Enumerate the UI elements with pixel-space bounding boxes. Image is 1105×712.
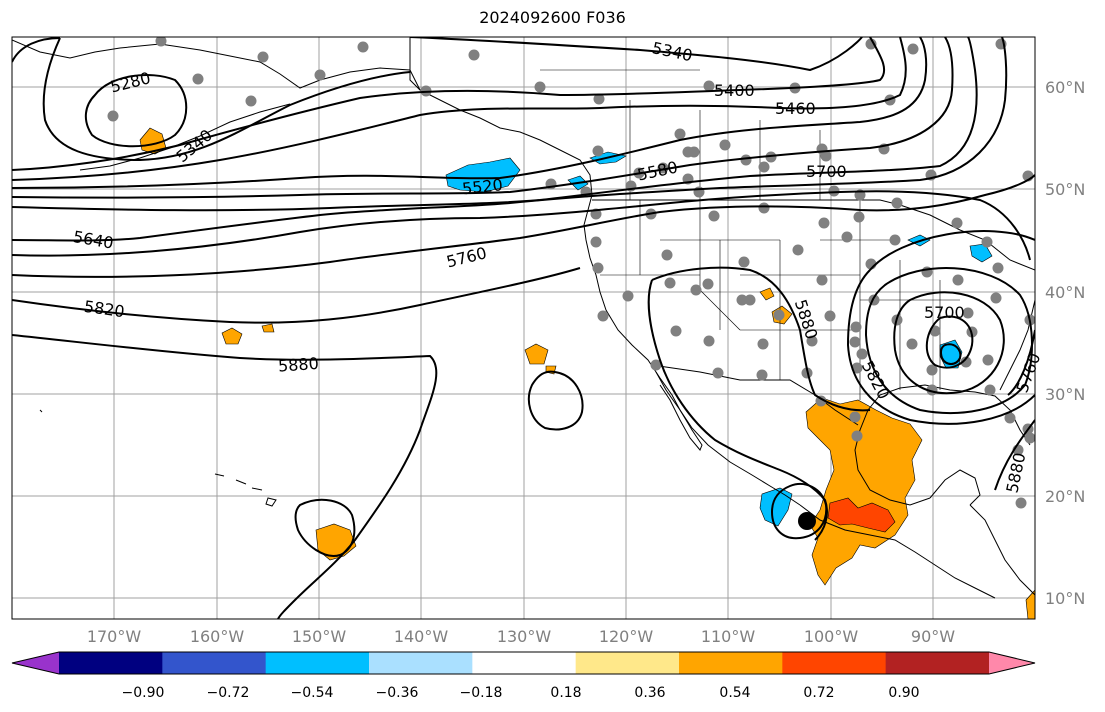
- colorbar-outline: [11, 651, 1036, 675]
- contour-label: 5400: [714, 81, 755, 100]
- contour-low-se-4: [846, 230, 1035, 425]
- contour-5880-small: [527, 370, 584, 431]
- colorbar-segment: [369, 652, 473, 674]
- contour-low-mex-small: [940, 343, 962, 365]
- shade-blue-mexico: [759, 487, 793, 527]
- shade-blue-gulfalaska: [445, 157, 521, 193]
- lat-tick-label: 50°N: [1045, 180, 1085, 199]
- contour-5880-hawaii: [294, 498, 356, 557]
- contour-5520: [12, 37, 928, 189]
- contour-5820: [12, 267, 581, 324]
- shade-orange-mexico: [805, 397, 923, 586]
- contour-5340-north: [409, 37, 863, 72]
- coast-mexico-south: [799, 504, 996, 599]
- coast-aleutian: [79, 103, 291, 171]
- anomaly-shading: [139, 127, 1035, 619]
- colorbar-tick-label: −0.54: [291, 685, 334, 701]
- lon-tick-label: 130°W: [497, 627, 552, 646]
- contour-5640-a: [12, 37, 978, 212]
- contour-label: 5700: [806, 162, 847, 181]
- contour-5640-b: [12, 37, 1008, 242]
- colorbar-extend-high: [989, 652, 1035, 674]
- colorbar-tick-label: 0.90: [888, 685, 919, 701]
- coast-baja: [655, 371, 703, 451]
- coast-yucatan: [929, 469, 981, 506]
- colorbar-tick-label: 0.72: [803, 685, 834, 701]
- lon-tick-label: 100°W: [804, 627, 859, 646]
- lat-tick-label: 20°N: [1045, 487, 1085, 506]
- colorbar-tick-label: −0.90: [122, 685, 165, 701]
- lat-tick-label: 10°N: [1045, 589, 1085, 608]
- colorbar-segment: [59, 652, 163, 674]
- lon-tick-label: 140°W: [394, 627, 449, 646]
- lat-tick-label: 30°N: [1045, 385, 1085, 404]
- lon-tick-label: 120°W: [599, 627, 654, 646]
- colorbar-segment: [575, 652, 680, 674]
- map-frame: [11, 36, 1036, 620]
- shade-red-mexico: [827, 497, 896, 533]
- lat-tick-label: 40°N: [1045, 283, 1085, 302]
- contour-5400: [12, 37, 886, 171]
- colorbar-segment: [679, 652, 783, 674]
- lat-tick-label: 60°N: [1045, 78, 1085, 97]
- contour-5460: [12, 37, 907, 181]
- border-alaska-canada: [409, 37, 421, 91]
- colorbar-segment: [265, 652, 370, 674]
- colorbar-tick-label: 0.18: [550, 685, 581, 701]
- coast-westcoast: [583, 194, 801, 506]
- colorbar-segment: [472, 652, 577, 674]
- hawaii-islands: [39, 409, 277, 507]
- contour-low-se-3: [864, 267, 1033, 414]
- contour-5880-mexlow: [770, 483, 828, 540]
- colorbar-segment: [885, 652, 990, 674]
- lon-tick-label: 170°W: [87, 627, 142, 646]
- contour-5760-east: [1007, 329, 1035, 396]
- colorbar-labels: −0.90 −0.72 −0.54 −0.36 −0.18 0.18 0.36 …: [122, 685, 920, 701]
- contour-5880-east: [994, 419, 1035, 491]
- lon-tick-label: 150°W: [292, 627, 347, 646]
- height-contours: [12, 37, 1035, 619]
- shade-orange-edge: [1025, 589, 1035, 619]
- contour-5280: [84, 74, 188, 148]
- contour-5760: [12, 174, 1035, 278]
- colorbar-tick-label: 0.36: [634, 685, 665, 701]
- lat-tick-labels: 60°N 50°N 40°N 30°N 20°N 10°N: [1045, 78, 1085, 608]
- contour-5880-high: [651, 266, 871, 412]
- lon-tick-label: 160°W: [190, 627, 245, 646]
- shade-orange-pacific2: [261, 323, 275, 333]
- contour-5580: [12, 37, 954, 199]
- lon-tick-label: 110°W: [701, 627, 756, 646]
- colorbar-extend-low: [12, 652, 59, 674]
- contour-label: 5880: [277, 354, 319, 376]
- low-center-marker: [798, 512, 816, 530]
- contour-label: 5520: [461, 175, 503, 198]
- coast-alaska: [12, 39, 593, 196]
- lon-tick-labels: 170°W 160°W 150°W 140°W 130°W 120°W 110°…: [87, 627, 955, 646]
- contour-5700: [12, 190, 1031, 261]
- contour-label: 5460: [775, 99, 816, 118]
- map-title: 2024092600 F036: [479, 8, 626, 27]
- colorbar-segment: [162, 652, 267, 674]
- lon-tick-label: 90°W: [911, 627, 955, 646]
- contour-low-se-1: [925, 315, 974, 369]
- shade-orange-utah: [759, 287, 775, 301]
- contour-label: 5700: [924, 303, 965, 322]
- colorbar: [11, 651, 1036, 675]
- shade-orange-pacific3: [524, 343, 549, 365]
- contour-low-se-2: [893, 291, 1005, 395]
- colorbar-tick-label: −0.72: [207, 685, 250, 701]
- colorbar-segment: [782, 652, 887, 674]
- shade-orange-pacific1: [221, 327, 243, 345]
- border-us-mexico: [651, 364, 859, 426]
- contour-5880-pac: [12, 334, 438, 619]
- colorbar-tick-label: 0.54: [719, 685, 750, 701]
- colorbar-tick-label: −0.18: [460, 685, 503, 701]
- colorbar-tick-label: −0.36: [376, 685, 419, 701]
- contour-5340-west: [12, 37, 411, 162]
- central-america: [969, 504, 1035, 596]
